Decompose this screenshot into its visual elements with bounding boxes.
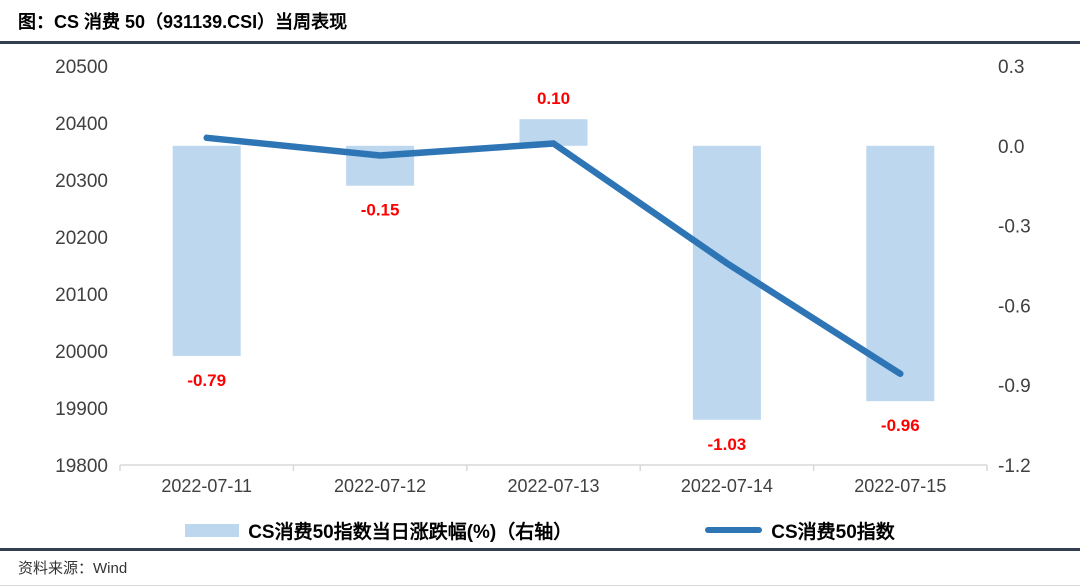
legend: CS消费50指数当日涨跌幅(%)（右轴） CS消费50指数 <box>0 517 1080 543</box>
footer-divider <box>0 548 1080 551</box>
bar-value-label: -0.15 <box>361 201 400 220</box>
bar-value-label: -0.79 <box>187 371 226 390</box>
left-axis-label: 19800 <box>55 456 108 477</box>
legend-item-line-series: CS消费50指数 <box>705 517 895 544</box>
left-axis-label: 20500 <box>55 57 108 78</box>
bar-value-label: -0.96 <box>881 416 920 435</box>
line-series-label: CS消费50指数 <box>771 521 895 543</box>
x-axis-label: 2022-07-14 <box>681 476 773 496</box>
right-axis-label: -0.9 <box>998 376 1031 397</box>
left-axis-label: 19900 <box>55 399 108 420</box>
x-axis-label: 2022-07-13 <box>507 476 599 496</box>
right-axis-label: -0.3 <box>998 217 1031 238</box>
bar-series-swatch <box>185 523 240 537</box>
x-axis-label: 2022-07-12 <box>334 476 426 496</box>
bar-value-label: -1.03 <box>708 435 747 454</box>
left-axis-label: 20200 <box>55 228 108 249</box>
bar-value-label: 0.10 <box>537 89 570 108</box>
right-axis-label: 0.3 <box>998 57 1024 78</box>
right-axis-label: -0.6 <box>998 296 1031 317</box>
left-axis-label: 20000 <box>55 342 108 363</box>
left-axis-label: 20300 <box>55 171 108 192</box>
bar-series-label: CS消费50指数当日涨跌幅(%)（右轴） <box>248 521 573 543</box>
x-axis-label: 2022-07-11 <box>161 476 252 496</box>
legend-item-bar-series: CS消费50指数当日涨跌幅(%)（右轴） <box>185 517 572 544</box>
bar-2022-07-11 <box>172 145 241 356</box>
bar-2022-07-15 <box>866 145 935 402</box>
bar-2022-07-14 <box>692 145 761 420</box>
right-axis-label: -1.2 <box>998 456 1031 477</box>
right-axis-label: 0.0 <box>998 137 1024 158</box>
line-series-swatch <box>705 527 763 533</box>
x-axis-label: 2022-07-15 <box>854 476 946 496</box>
left-axis-label: 20400 <box>55 114 108 135</box>
title-divider <box>0 41 1080 44</box>
left-axis-label: 20100 <box>55 285 108 306</box>
page-bottom-border <box>0 585 1080 586</box>
source-label: 资料来源：Wind <box>18 560 128 577</box>
figure-title: 图：CS 消费 50（931139.CSI）当周表现 <box>18 12 348 32</box>
index-line <box>203 134 904 378</box>
